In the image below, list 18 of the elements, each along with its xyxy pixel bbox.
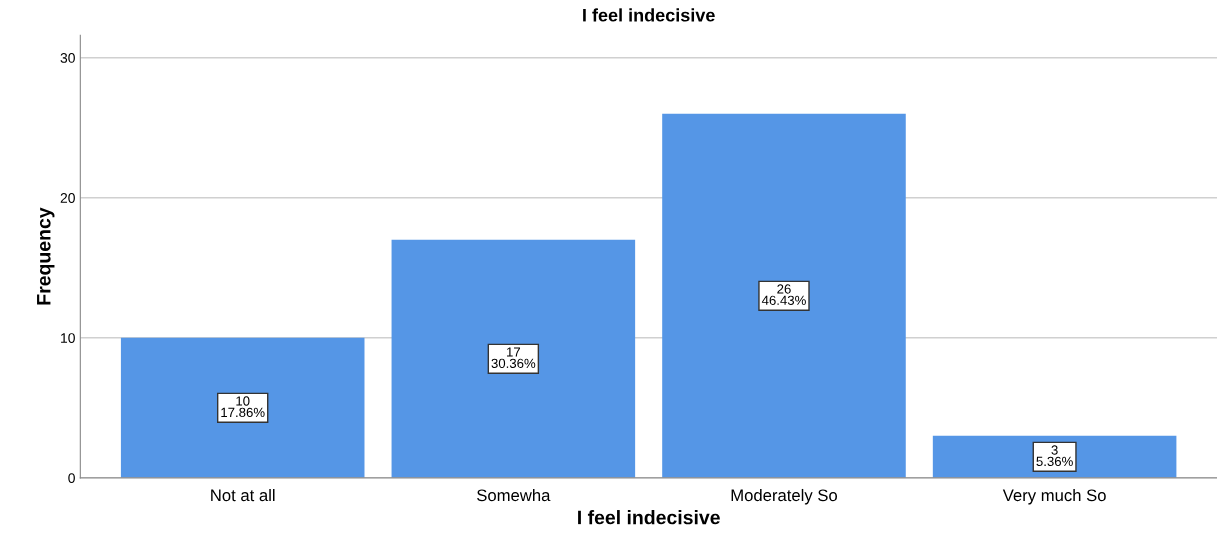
data-label: 17 30.36% xyxy=(491,347,536,369)
y-tick-label: 0 xyxy=(68,473,75,484)
bar xyxy=(391,239,636,478)
y-tick-label: 20 xyxy=(60,193,75,203)
x-tick-label: Moderately So xyxy=(731,488,838,505)
bar xyxy=(662,113,906,478)
data-label: 3 5.36% xyxy=(1036,445,1073,467)
x-tick-label: Very much So xyxy=(1002,488,1106,505)
bar xyxy=(120,337,365,478)
x-axis-title: I feel indecisive xyxy=(578,510,720,525)
y-tick-label: 30 xyxy=(60,53,75,63)
y-tick-label: 10 xyxy=(61,333,75,343)
data-label: 26 46.43% xyxy=(761,284,806,305)
data-label: 10 17.86% xyxy=(221,396,265,418)
x-tick-label: Not at all xyxy=(211,488,275,502)
chart-title: I feel indecisive xyxy=(583,8,715,22)
y-axis-title: Frequency xyxy=(37,207,55,305)
x-tick-label: Somewha xyxy=(477,488,551,502)
